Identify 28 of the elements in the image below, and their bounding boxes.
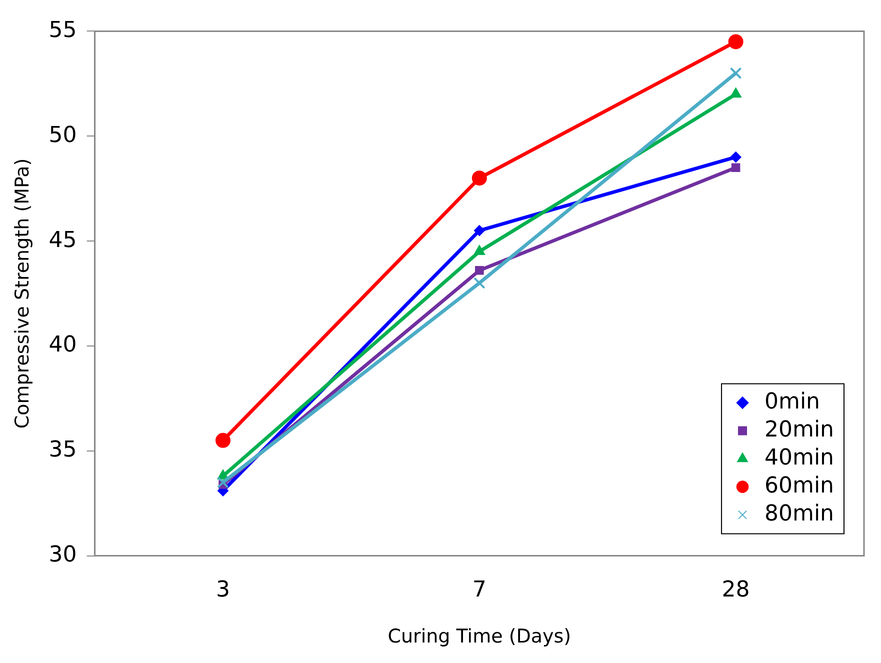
x-axis-title: Curing Time (Days) <box>388 626 572 648</box>
y-tick-label: 40 <box>48 332 77 358</box>
point <box>474 245 486 256</box>
y-tick-label: 30 <box>48 542 77 568</box>
legend-label: 60min <box>764 474 834 499</box>
point <box>728 34 744 50</box>
y-tick-label: 55 <box>48 18 77 43</box>
point <box>730 152 742 163</box>
legend-label: 0min <box>764 390 820 415</box>
point <box>472 170 487 186</box>
x-tick-label: 28 <box>722 578 750 603</box>
y-tick-label: 45 <box>48 228 77 253</box>
point <box>217 476 229 488</box>
point <box>731 163 740 172</box>
legend-label: 40min <box>764 446 834 471</box>
y-axis-title: Compressive Strength (MPa) <box>11 158 34 429</box>
y-tick-label: 35 <box>48 438 77 463</box>
point <box>474 225 485 236</box>
point <box>475 266 484 275</box>
legend-label: 80min <box>764 502 834 527</box>
x-tick-label: 3 <box>216 578 230 603</box>
point <box>730 88 742 98</box>
point <box>215 432 230 448</box>
legend-label: 20min <box>764 418 834 443</box>
y-tick-label: 50 <box>48 122 77 148</box>
point <box>473 277 486 289</box>
point <box>730 67 742 80</box>
x-tick-label: 7 <box>472 578 486 603</box>
